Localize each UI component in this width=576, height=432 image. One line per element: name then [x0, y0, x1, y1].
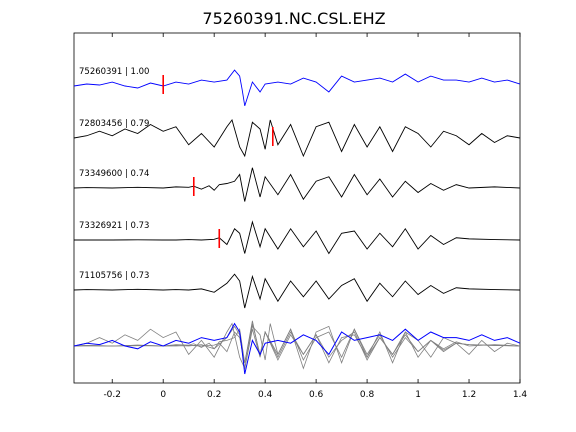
trace-line-4 — [74, 220, 521, 255]
plot-frame — [73, 32, 521, 384]
trace-line-3 — [73, 167, 521, 202]
stack-trace-5 — [73, 325, 521, 369]
trace-label-2: 72803456 | 0.79 — [79, 119, 149, 129]
chart-title: 75260391.NC.CSL.EHZ — [202, 9, 385, 28]
x-tick-label-2: 0.2 — [207, 390, 221, 400]
trace-line-2 — [73, 119, 521, 158]
x-tick-label-4: 0.6 — [309, 390, 324, 400]
x-tick-label-1: 0 — [160, 390, 166, 400]
trace-label-3: 73349600 | 0.74 — [79, 169, 149, 179]
stack-trace-2 — [73, 322, 521, 370]
trace-label-5: 71105756 | 0.73 — [79, 271, 149, 281]
x-tick-label-8: 1.4 — [513, 390, 528, 400]
x-tick-label-5: 0.8 — [360, 390, 375, 400]
x-tick-label-0: -0.2 — [103, 390, 121, 400]
trace-group — [73, 69, 521, 309]
trace-line-1 — [73, 69, 521, 106]
x-axis: -0.2 0 0.2 0.4 0.6 0.8 1 1.2 1.4 — [103, 33, 527, 400]
trace-label-1: 75260391 | 1.00 — [79, 67, 149, 77]
x-tick-label-7: 1.2 — [462, 390, 476, 400]
stack-group — [73, 320, 521, 375]
trace-line-5 — [73, 273, 521, 309]
x-tick-label-3: 0.4 — [258, 390, 273, 400]
trace-label-4: 73326921 | 0.73 — [79, 221, 149, 231]
trace-label-group: 75260391 | 1.00 72803456 | 0.79 73349600 |… — [79, 67, 149, 281]
stack-trace-1 — [73, 322, 521, 375]
x-tick-label-6: 1 — [415, 390, 421, 400]
